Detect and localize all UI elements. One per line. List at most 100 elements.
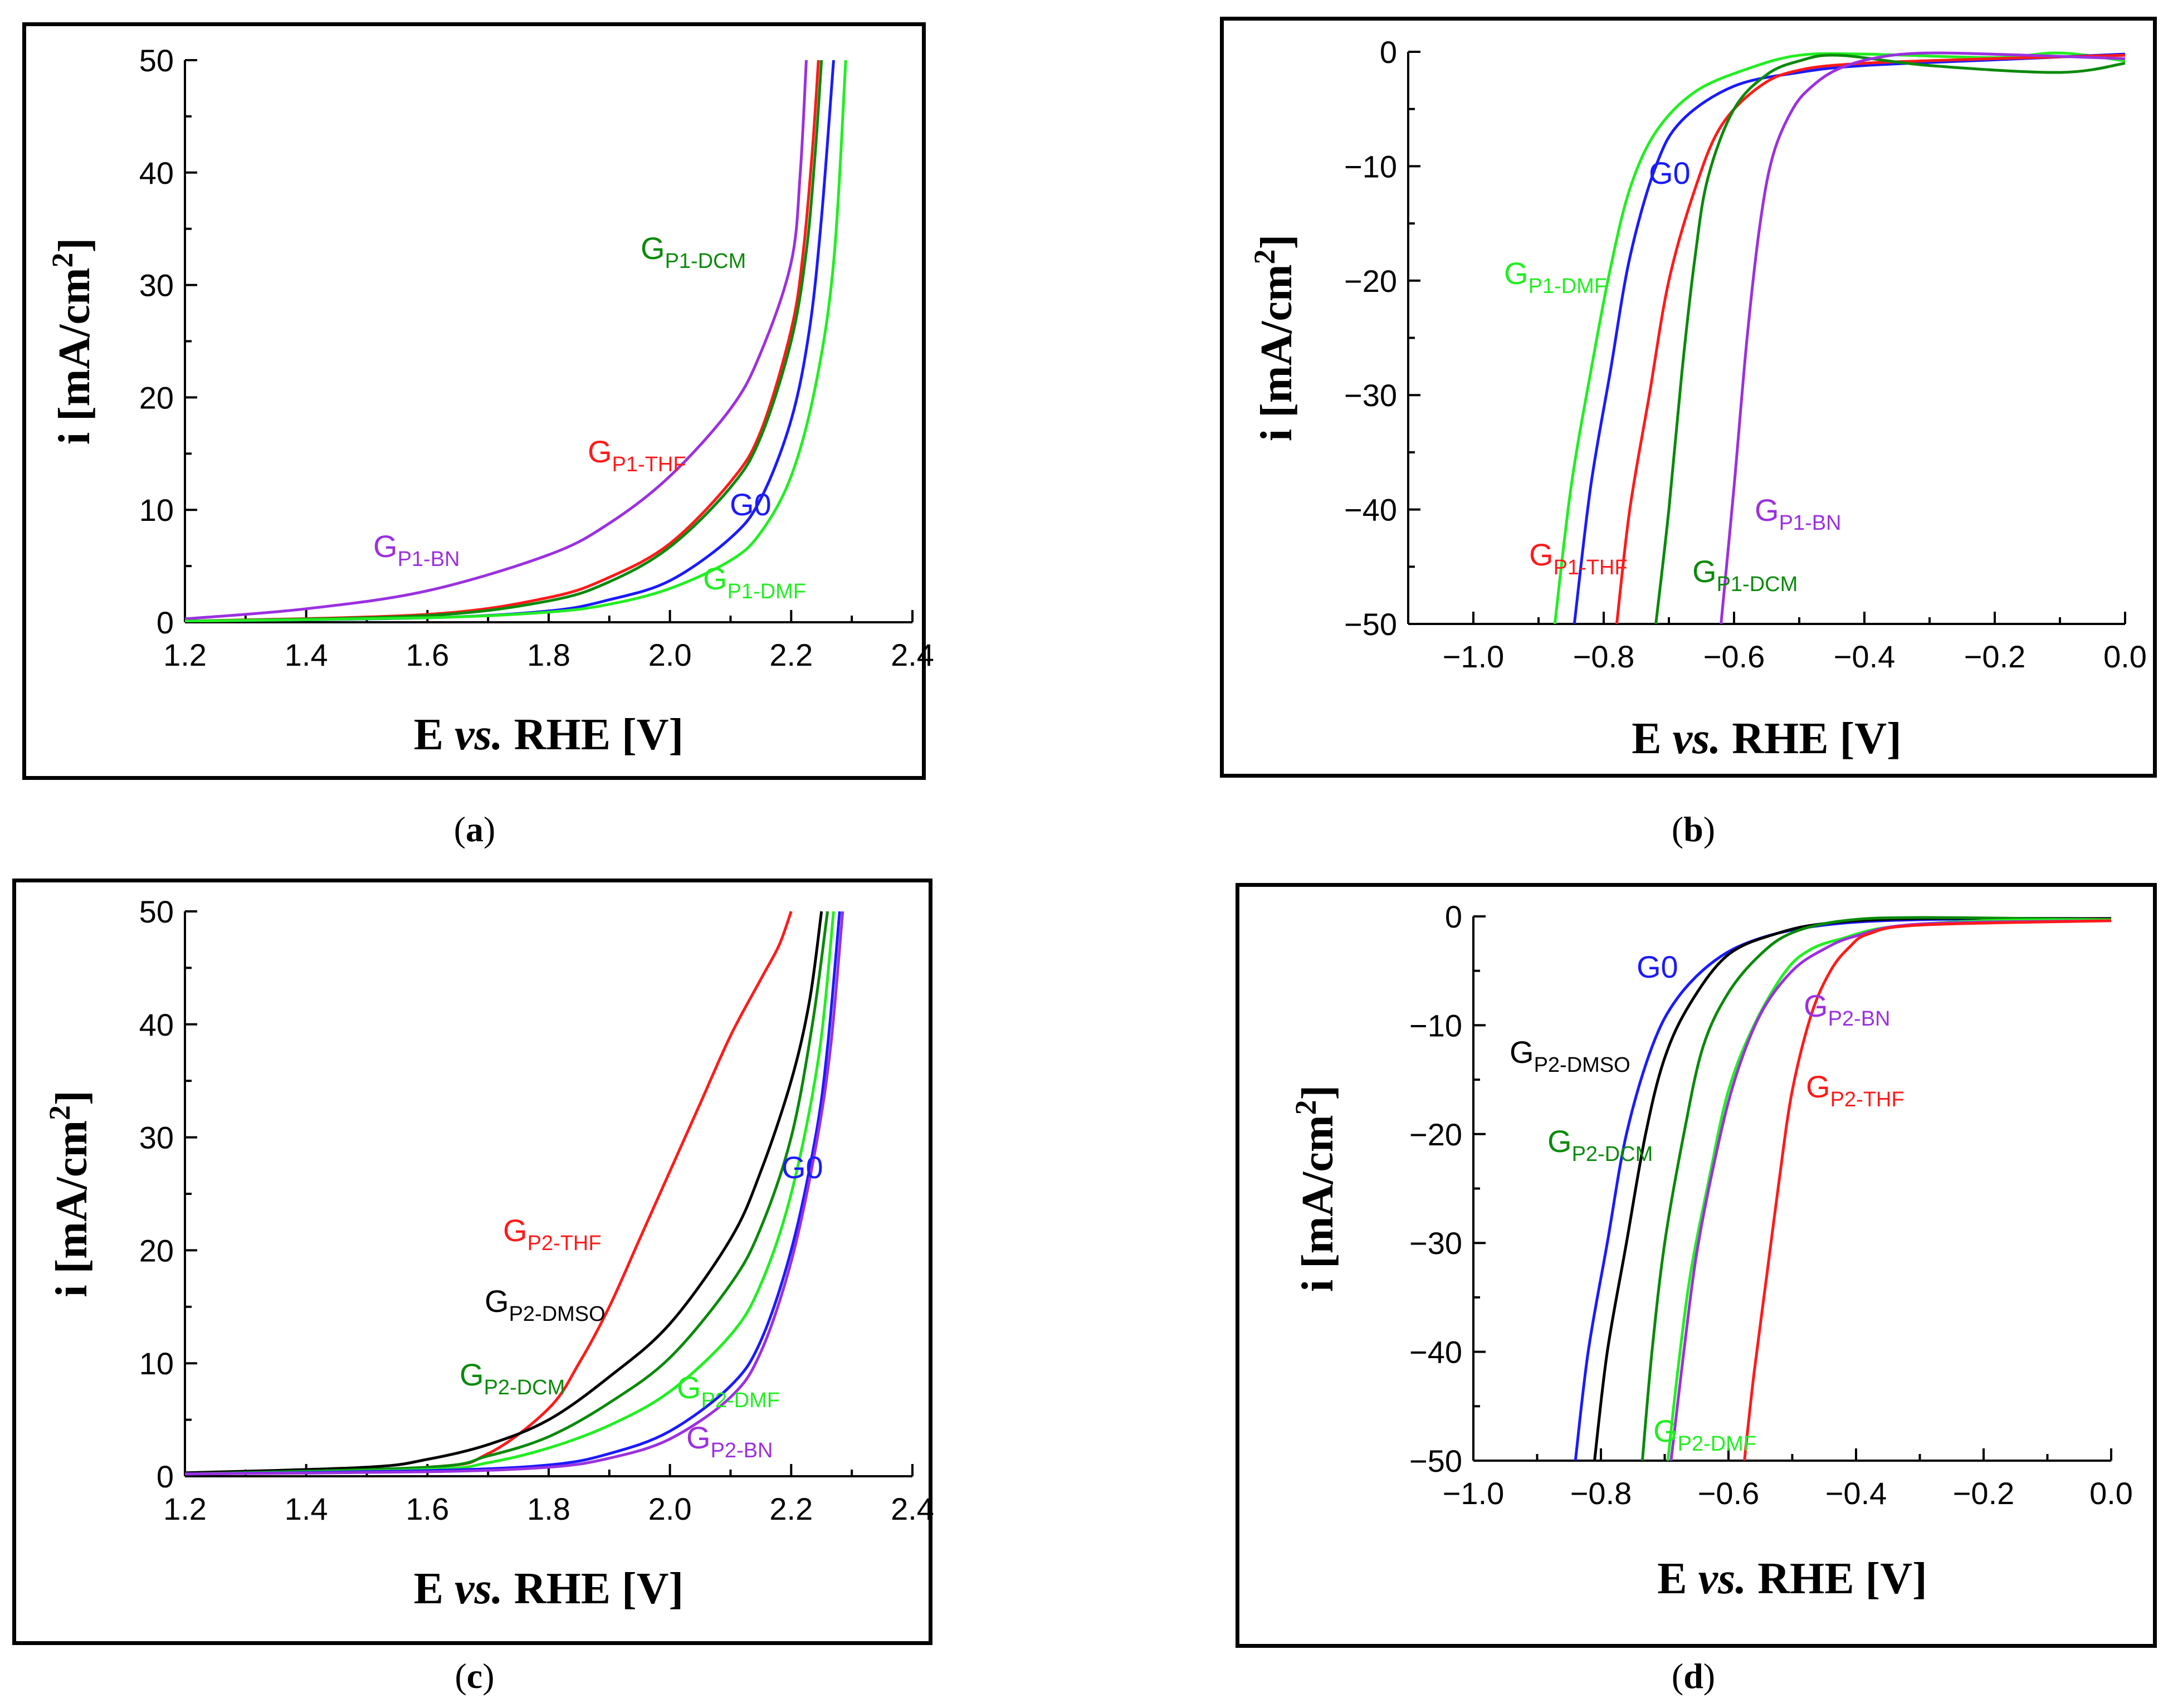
y-tick-label: 0 bbox=[1380, 35, 1397, 70]
panel-c-frame bbox=[12, 879, 932, 1645]
series-label-gp2-thf: GP2-THF bbox=[1806, 1069, 1905, 1111]
x-tick-label: 2.4 bbox=[891, 637, 934, 672]
x-axis-title: E vs. RHE [V] bbox=[414, 1564, 683, 1613]
y-tick-label: 0 bbox=[1445, 899, 1462, 934]
series-label-g0: G0 bbox=[1637, 949, 1678, 984]
series-gp2-bn-line bbox=[185, 911, 844, 1476]
y-tick-label: −10 bbox=[1344, 149, 1397, 184]
y-tick-label: −50 bbox=[1409, 1443, 1462, 1478]
series-label-gp2-thf: GP2-THF bbox=[503, 1213, 602, 1255]
chart-a: 1.2 1.4 1.6 1.8 2.0 2.2 2.4 0 10 20 30 40 50 GP1-BN GP… bbox=[46, 43, 934, 759]
y-tick-label: 50 bbox=[139, 43, 174, 78]
x-tick-label: 2.0 bbox=[648, 637, 692, 672]
y-axis-title: i [mA/cm2] bbox=[46, 238, 99, 445]
caption-a: (a) bbox=[453, 809, 496, 849]
series-label-gp1-dmf: GP1-DMF bbox=[1504, 256, 1607, 298]
y-tick-label: 10 bbox=[139, 1346, 174, 1381]
series-label-g0: G0 bbox=[1649, 155, 1691, 191]
series-label-gp1-dmf: GP1-DMF bbox=[703, 561, 806, 603]
x-tick-label: −0.6 bbox=[1698, 1476, 1760, 1511]
series-gp1-thf-line bbox=[185, 60, 820, 622]
series-gp2-dmf-line bbox=[185, 911, 835, 1476]
y-tick-label: 10 bbox=[139, 492, 174, 528]
series-gp1-dmf-line bbox=[1553, 51, 2125, 624]
caption-c: (c) bbox=[455, 1656, 495, 1696]
x-axis-title: E vs. RHE [V] bbox=[1632, 714, 1901, 763]
x-tick-label: 2.2 bbox=[769, 1491, 813, 1526]
chart-d: −1.0 −0.8 −0.6 −0.4 −0.2 0.0 0 −10 −20 −30 −40 −50 G… bbox=[1289, 899, 2133, 1603]
y-tick-label: −30 bbox=[1344, 378, 1397, 413]
series-gp2-dmf-line bbox=[1666, 918, 2111, 1461]
y-axis-title: i [mA/cm2] bbox=[43, 1090, 96, 1297]
series-label-gp1-dcm: GP1-DCM bbox=[1692, 554, 1798, 596]
y-tick-label: 30 bbox=[139, 1120, 174, 1155]
series-g0-line bbox=[1573, 52, 2125, 624]
chart-b: −1.0 −0.8 −0.6 −0.4 −0.2 0.0 0 −10 −20 −30 −40 −50 G… bbox=[1248, 35, 2147, 763]
x-tick-label: −0.2 bbox=[1964, 639, 2026, 674]
series-label-gp2-dcm: GP2-DCM bbox=[460, 1357, 565, 1399]
series-gp2-dmso-line bbox=[185, 911, 823, 1475]
caption-d: (d) bbox=[1671, 1656, 1716, 1696]
x-tick-label: 1.4 bbox=[285, 637, 328, 672]
series-label-gp2-bn: GP2-BN bbox=[686, 1420, 773, 1462]
y-tick-label: −20 bbox=[1409, 1117, 1462, 1152]
series-gp2-dmso-line bbox=[1593, 916, 2111, 1461]
series-label-gp2-dmf: GP2-DMF bbox=[1653, 1413, 1756, 1456]
x-tick-label: 1.8 bbox=[527, 637, 570, 672]
y-tick-label: 50 bbox=[139, 894, 174, 929]
y-tick-label: 20 bbox=[139, 1233, 174, 1268]
series-label-gp1-bn: GP1-BN bbox=[373, 529, 460, 571]
panel-b-frame bbox=[1220, 17, 2157, 778]
x-tick-label: 0.0 bbox=[2103, 639, 2147, 674]
series-label-g0: G0 bbox=[730, 487, 771, 522]
y-tick-label: 30 bbox=[139, 268, 174, 303]
y-tick-label: 40 bbox=[139, 155, 174, 191]
series-g0-line bbox=[185, 60, 835, 622]
x-tick-label: −0.8 bbox=[1573, 639, 1635, 674]
series-gp1-bn-line bbox=[185, 60, 808, 621]
x-tick-label: −0.8 bbox=[1570, 1476, 1632, 1511]
series-gp1-bn-line bbox=[1720, 51, 2125, 624]
chart-c: 1.2 1.4 1.6 1.8 2.0 2.2 2.4 0 10 20 30 40 50 G0 GP2-TH… bbox=[43, 894, 934, 1613]
series-label-gp2-bn: GP2-BN bbox=[1804, 988, 1890, 1031]
series-gp2-dcm-line bbox=[185, 911, 829, 1476]
series-label-gp2-dmso: GP2-DMSO bbox=[1510, 1034, 1630, 1077]
x-tick-label: 1.2 bbox=[163, 637, 207, 672]
x-axis-title: E vs. RHE [V] bbox=[414, 710, 683, 759]
y-tick-label: 20 bbox=[139, 380, 174, 415]
y-tick-label: −30 bbox=[1409, 1226, 1462, 1261]
series-g0-line bbox=[1574, 917, 2111, 1461]
x-tick-label: 2.4 bbox=[891, 1491, 934, 1526]
y-tick-label: 0 bbox=[157, 605, 174, 640]
x-tick-label: −0.4 bbox=[1825, 1476, 1887, 1511]
x-tick-label: 1.2 bbox=[163, 1491, 207, 1526]
x-tick-label: 0.0 bbox=[2089, 1476, 2133, 1511]
series-gp2-thf-line bbox=[1743, 919, 2111, 1461]
y-axis-title: i [mA/cm2] bbox=[1289, 1085, 1342, 1292]
series-label-gp1-bn: GP1-BN bbox=[1755, 492, 1841, 535]
series-label-gp2-dcm: GP2-DCM bbox=[1547, 1124, 1653, 1166]
x-tick-label: −0.6 bbox=[1703, 639, 1765, 674]
series-label-gp2-dmso: GP2-DMSO bbox=[485, 1284, 605, 1326]
y-tick-label: −40 bbox=[1344, 492, 1397, 528]
series-gp2-dcm-line bbox=[1640, 916, 2111, 1461]
series-label-gp1-dcm: GP1-DCM bbox=[641, 231, 746, 273]
y-tick-label: −40 bbox=[1409, 1335, 1462, 1370]
x-tick-label: 1.8 bbox=[527, 1491, 570, 1526]
y-axis-title: i [mA/cm2] bbox=[1248, 235, 1301, 441]
x-tick-label: −0.4 bbox=[1834, 639, 1896, 674]
series-gp2-bn-line bbox=[1669, 919, 2111, 1461]
y-tick-label: −20 bbox=[1344, 263, 1397, 299]
series-label-gp1-thf: GP1-THF bbox=[588, 434, 686, 476]
x-tick-label: −0.2 bbox=[1953, 1476, 2015, 1511]
series-gp1-dmf-line bbox=[185, 60, 847, 622]
series-gp1-dcm-line bbox=[1654, 53, 2125, 624]
y-tick-label: 0 bbox=[157, 1459, 174, 1494]
y-tick-label: −50 bbox=[1344, 607, 1397, 642]
series-label-gp2-dmf: GP2-DMF bbox=[677, 1370, 780, 1412]
series-gp1-thf-line bbox=[1615, 53, 2125, 624]
x-tick-label: −1.0 bbox=[1443, 1476, 1505, 1511]
series-label-gp1-thf: GP1-THF bbox=[1529, 537, 1628, 579]
x-tick-label: 1.4 bbox=[285, 1491, 328, 1526]
